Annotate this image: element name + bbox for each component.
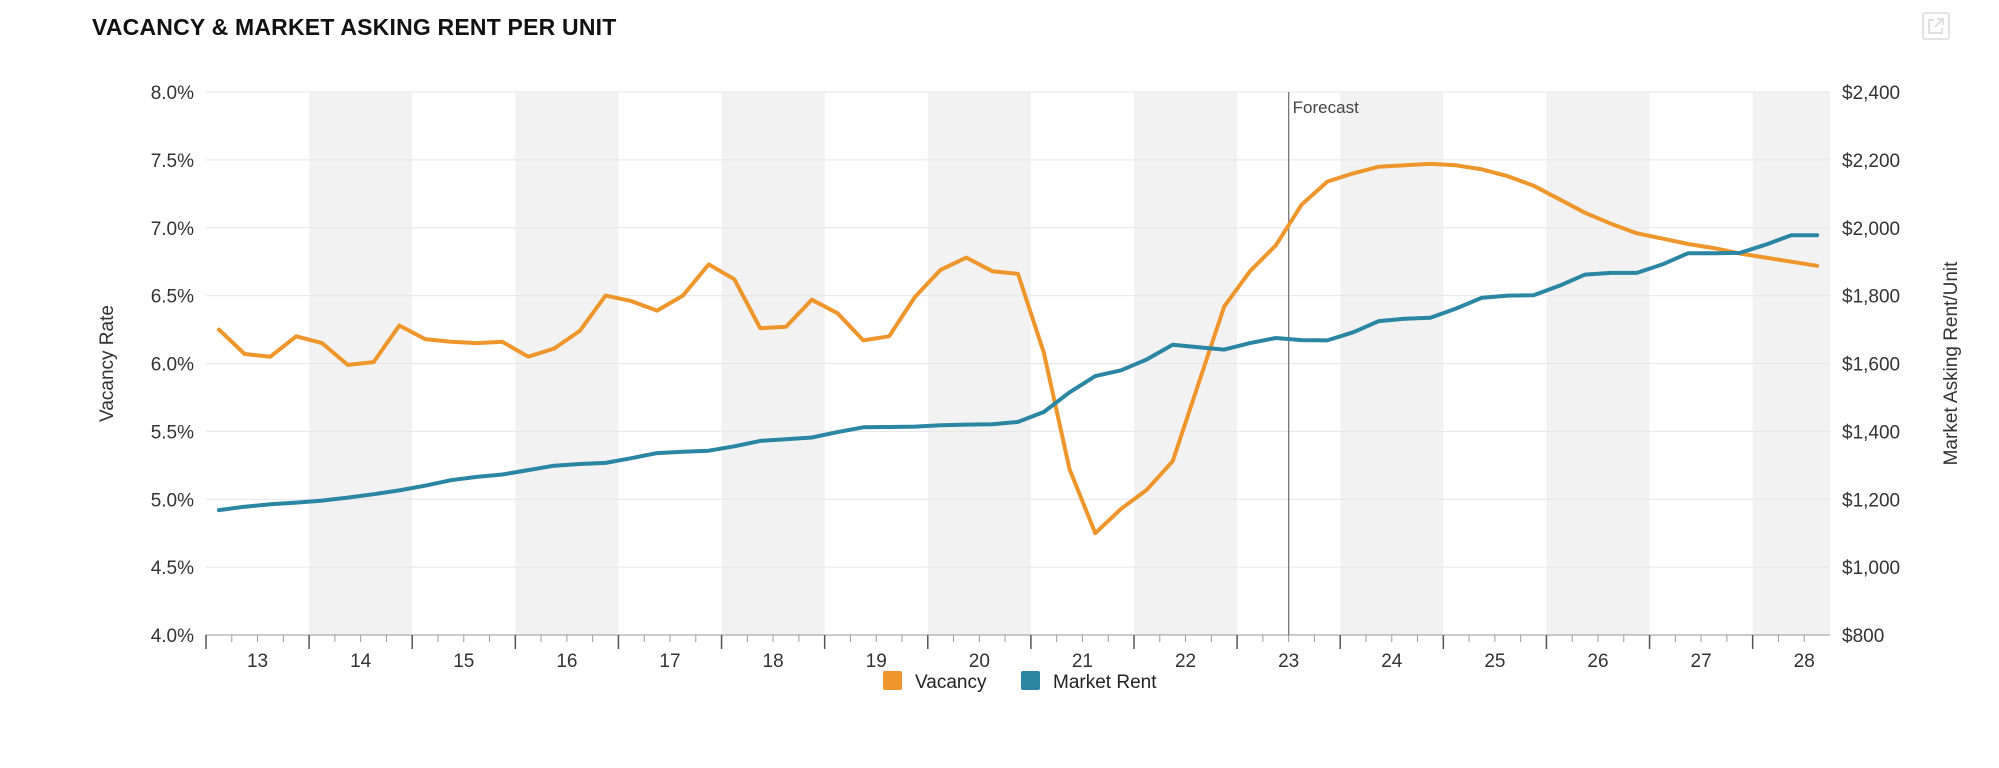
x-tick-label: 21 — [1072, 651, 1093, 672]
y-left-tick-label: 6.5% — [151, 287, 194, 308]
x-tick-label: 15 — [453, 651, 474, 672]
y-left-tick-label: 7.0% — [151, 219, 194, 240]
x-tick-label: 25 — [1484, 651, 1505, 672]
x-tick-label: 18 — [763, 651, 784, 672]
y-right-tick-label: $800 — [1842, 626, 1884, 647]
x-tick-label: 20 — [969, 651, 990, 672]
x-tick-label: 16 — [556, 651, 577, 672]
y-right-tick-label: $1,000 — [1842, 558, 1900, 579]
y-left-tick-label: 4.0% — [151, 626, 194, 647]
legend-swatch-vacancy — [883, 671, 902, 690]
legend-label-market-rent: Market Rent — [1053, 672, 1157, 693]
y-right-tick-label: $2,000 — [1842, 219, 1900, 240]
x-tick-label: 26 — [1587, 651, 1608, 672]
x-tick-label: 19 — [866, 651, 887, 672]
y-right-tick-label: $1,800 — [1842, 287, 1900, 308]
x-tick-label: 17 — [659, 651, 680, 672]
forecast-label: Forecast — [1293, 98, 1359, 117]
y-right-tick-label: $1,200 — [1842, 490, 1900, 511]
x-tick-label: 22 — [1175, 651, 1196, 672]
x-tick-label: 13 — [247, 651, 268, 672]
x-tick-label: 24 — [1381, 651, 1403, 672]
y-right-axis-title: Market Asking Rent/Unit — [1941, 261, 1962, 466]
y-left-tick-label: 5.0% — [151, 490, 194, 511]
y-left-tick-label: 8.0% — [151, 83, 194, 104]
y-right-tick-label: $1,400 — [1842, 422, 1900, 443]
y-right-tick-label: $2,400 — [1842, 83, 1900, 104]
expand-button[interactable] — [1922, 12, 1950, 40]
y-left-axis-title: Vacancy Rate — [97, 305, 118, 422]
x-tick-label: 23 — [1278, 651, 1299, 672]
y-left-tick-label: 7.5% — [151, 151, 194, 172]
y-left-tick-label: 4.5% — [151, 558, 194, 579]
x-tick-label: 14 — [350, 651, 372, 672]
series-line-vacancy — [216, 161, 1820, 536]
chart-title: VACANCY & MARKET ASKING RENT PER UNIT — [92, 14, 617, 40]
expand-icon — [1928, 18, 1944, 34]
series-line-market-rent — [216, 233, 1820, 513]
y-left-tick-label: 5.5% — [151, 422, 194, 443]
y-right-tick-label: $2,200 — [1842, 151, 1900, 172]
x-tick-label: 27 — [1691, 651, 1712, 672]
y-left-tick-label: 6.0% — [151, 355, 194, 376]
x-tick-label: 28 — [1794, 651, 1815, 672]
legend-label-vacancy: Vacancy — [915, 672, 987, 693]
legend-swatch-market-rent — [1021, 671, 1040, 690]
y-right-tick-label: $1,600 — [1842, 355, 1900, 376]
